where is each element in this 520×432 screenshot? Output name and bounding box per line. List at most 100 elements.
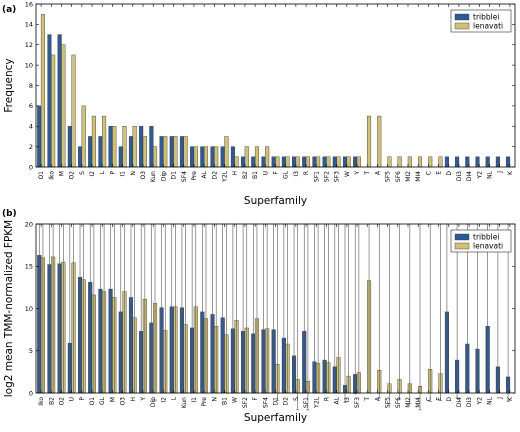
y-axis-title: log2 mean TMM-normalized FPKM <box>3 220 15 397</box>
x-tick-label: I1 <box>191 397 198 403</box>
x-axis-title: Superfamily <box>244 412 307 424</box>
bar-tribblei <box>118 146 123 168</box>
bar-tribblei <box>495 156 500 168</box>
x-tick-label: I1 <box>120 171 127 177</box>
x-tick-label: J <box>497 171 504 174</box>
bar-tribblei <box>485 156 490 168</box>
x-tick-label: Y2 <box>476 171 483 180</box>
bar-lenavati <box>193 146 198 168</box>
x-tick-label: R <box>323 397 330 401</box>
x-tick-label: E <box>436 171 443 175</box>
x-tick-label: L <box>99 170 106 174</box>
x-tick-label: SF6 <box>395 171 402 182</box>
x-tick-label: GL <box>283 170 290 179</box>
bar-tribblei <box>210 146 215 168</box>
bar-tribblei <box>159 136 164 168</box>
x-tick-label: AL <box>334 396 341 404</box>
x-tick-label: B1 <box>222 397 229 405</box>
bar-tribblei <box>230 146 235 168</box>
x-tick-label: SF2 <box>242 397 249 408</box>
bar-tribblei <box>506 156 511 168</box>
bar-tribblei <box>139 126 144 168</box>
x-tick-label: Y2L <box>313 396 320 408</box>
x-tick-label: A <box>374 396 381 401</box>
bar-tribblei <box>67 126 72 168</box>
x-tick-label: N <box>211 397 218 402</box>
bar-lenavati <box>224 136 229 168</box>
x-tick-label: M <box>58 171 65 176</box>
bar-lenavati <box>377 115 382 168</box>
bar-lenavati <box>356 156 361 168</box>
x-tick-label: F <box>252 396 259 400</box>
x-tick-label: C <box>425 397 432 401</box>
x-axis-title: Superfamily <box>244 195 307 207</box>
bar-lenavati <box>295 156 300 168</box>
x-tick-label: Kun <box>150 171 157 182</box>
x-tick-label: Iko <box>48 171 55 180</box>
x-tick-label: H <box>232 171 239 176</box>
x-tick-label: F <box>273 170 280 174</box>
x-tick-label: Iko <box>38 397 45 406</box>
legend-swatch <box>454 233 470 241</box>
x-tick-label: D2 <box>211 171 218 180</box>
legend-label: tribblei <box>473 13 499 22</box>
y-tick-label: 8 <box>29 82 33 90</box>
x-tick-label: MI4 <box>415 171 422 182</box>
bar-lenavati <box>152 146 158 168</box>
x-tick-label: C <box>425 171 432 175</box>
x-tick-label: Dip <box>160 171 167 181</box>
bar-tribblei <box>108 126 113 168</box>
bar-lenavati <box>112 126 117 168</box>
bar-tribblei <box>302 156 307 168</box>
bar-tribblei <box>342 156 348 168</box>
bar-lenavati <box>40 13 45 168</box>
x-tick-label: D1 <box>171 171 178 180</box>
bar-lenavati <box>132 126 137 168</box>
bar-lenavati <box>61 44 66 168</box>
bar-lenavati <box>367 115 372 168</box>
x-tick-label: Y <box>354 171 361 176</box>
bar-lenavati <box>305 156 310 168</box>
x-tick-label: D1 <box>273 397 280 406</box>
chart-a-frequency: (a) 0 2 4 6 8 10 12 14 16 O1 Iko M O2 S I2 L P I1 N O3 Kun Dip… <box>2 0 516 207</box>
bar-tribblei <box>241 156 246 168</box>
x-tick-label: L <box>171 396 178 400</box>
y-tick-label: 0 <box>29 163 33 171</box>
bar-tribblei <box>88 136 93 168</box>
x-tick-label: DI4 <box>466 171 473 181</box>
y-tick-label: 5 <box>29 347 33 355</box>
x-tick-label: O3 <box>140 171 147 180</box>
y-axis-title: Frequency <box>3 58 15 112</box>
x-tick-label: D <box>446 171 453 176</box>
bar-tribblei <box>128 136 134 168</box>
y-tick-label: 0 <box>29 389 33 397</box>
x-tick-label: SF2 <box>323 171 330 182</box>
bar-lenavati <box>407 156 412 168</box>
x-tick-label: S <box>79 171 86 175</box>
legend-swatch <box>454 22 470 30</box>
x-tick-label: AL <box>201 170 208 178</box>
x-tick-label: MI4 <box>415 397 422 408</box>
x-tick-label: K <box>507 170 514 175</box>
bar-lenavati <box>51 54 56 168</box>
bar-tribblei <box>281 156 286 168</box>
x-tick-label: H <box>130 397 137 402</box>
bar-tribblei <box>77 146 83 168</box>
bar-tribblei <box>220 146 225 168</box>
bar-tribblei <box>271 156 276 168</box>
x-tick-label: R <box>303 171 310 175</box>
bar-lenavati <box>275 156 280 168</box>
bar-tribblei <box>169 136 174 168</box>
bar-tribblei <box>312 156 317 168</box>
x-tick-label: D2 <box>283 397 290 406</box>
bar-tribblei <box>149 126 154 168</box>
x-tick-label: Di4 <box>456 397 463 407</box>
x-tick-label: P <box>79 397 86 401</box>
y-tick-label: 15 <box>25 263 33 271</box>
x-tick-label: SF1 <box>313 171 320 182</box>
y-tick-label: 2 <box>29 143 33 151</box>
bar-tribblei <box>179 136 184 168</box>
x-tick-label: GL <box>99 396 106 405</box>
bar-tribblei <box>322 156 327 168</box>
x-tick-label: MI2 <box>405 171 412 182</box>
